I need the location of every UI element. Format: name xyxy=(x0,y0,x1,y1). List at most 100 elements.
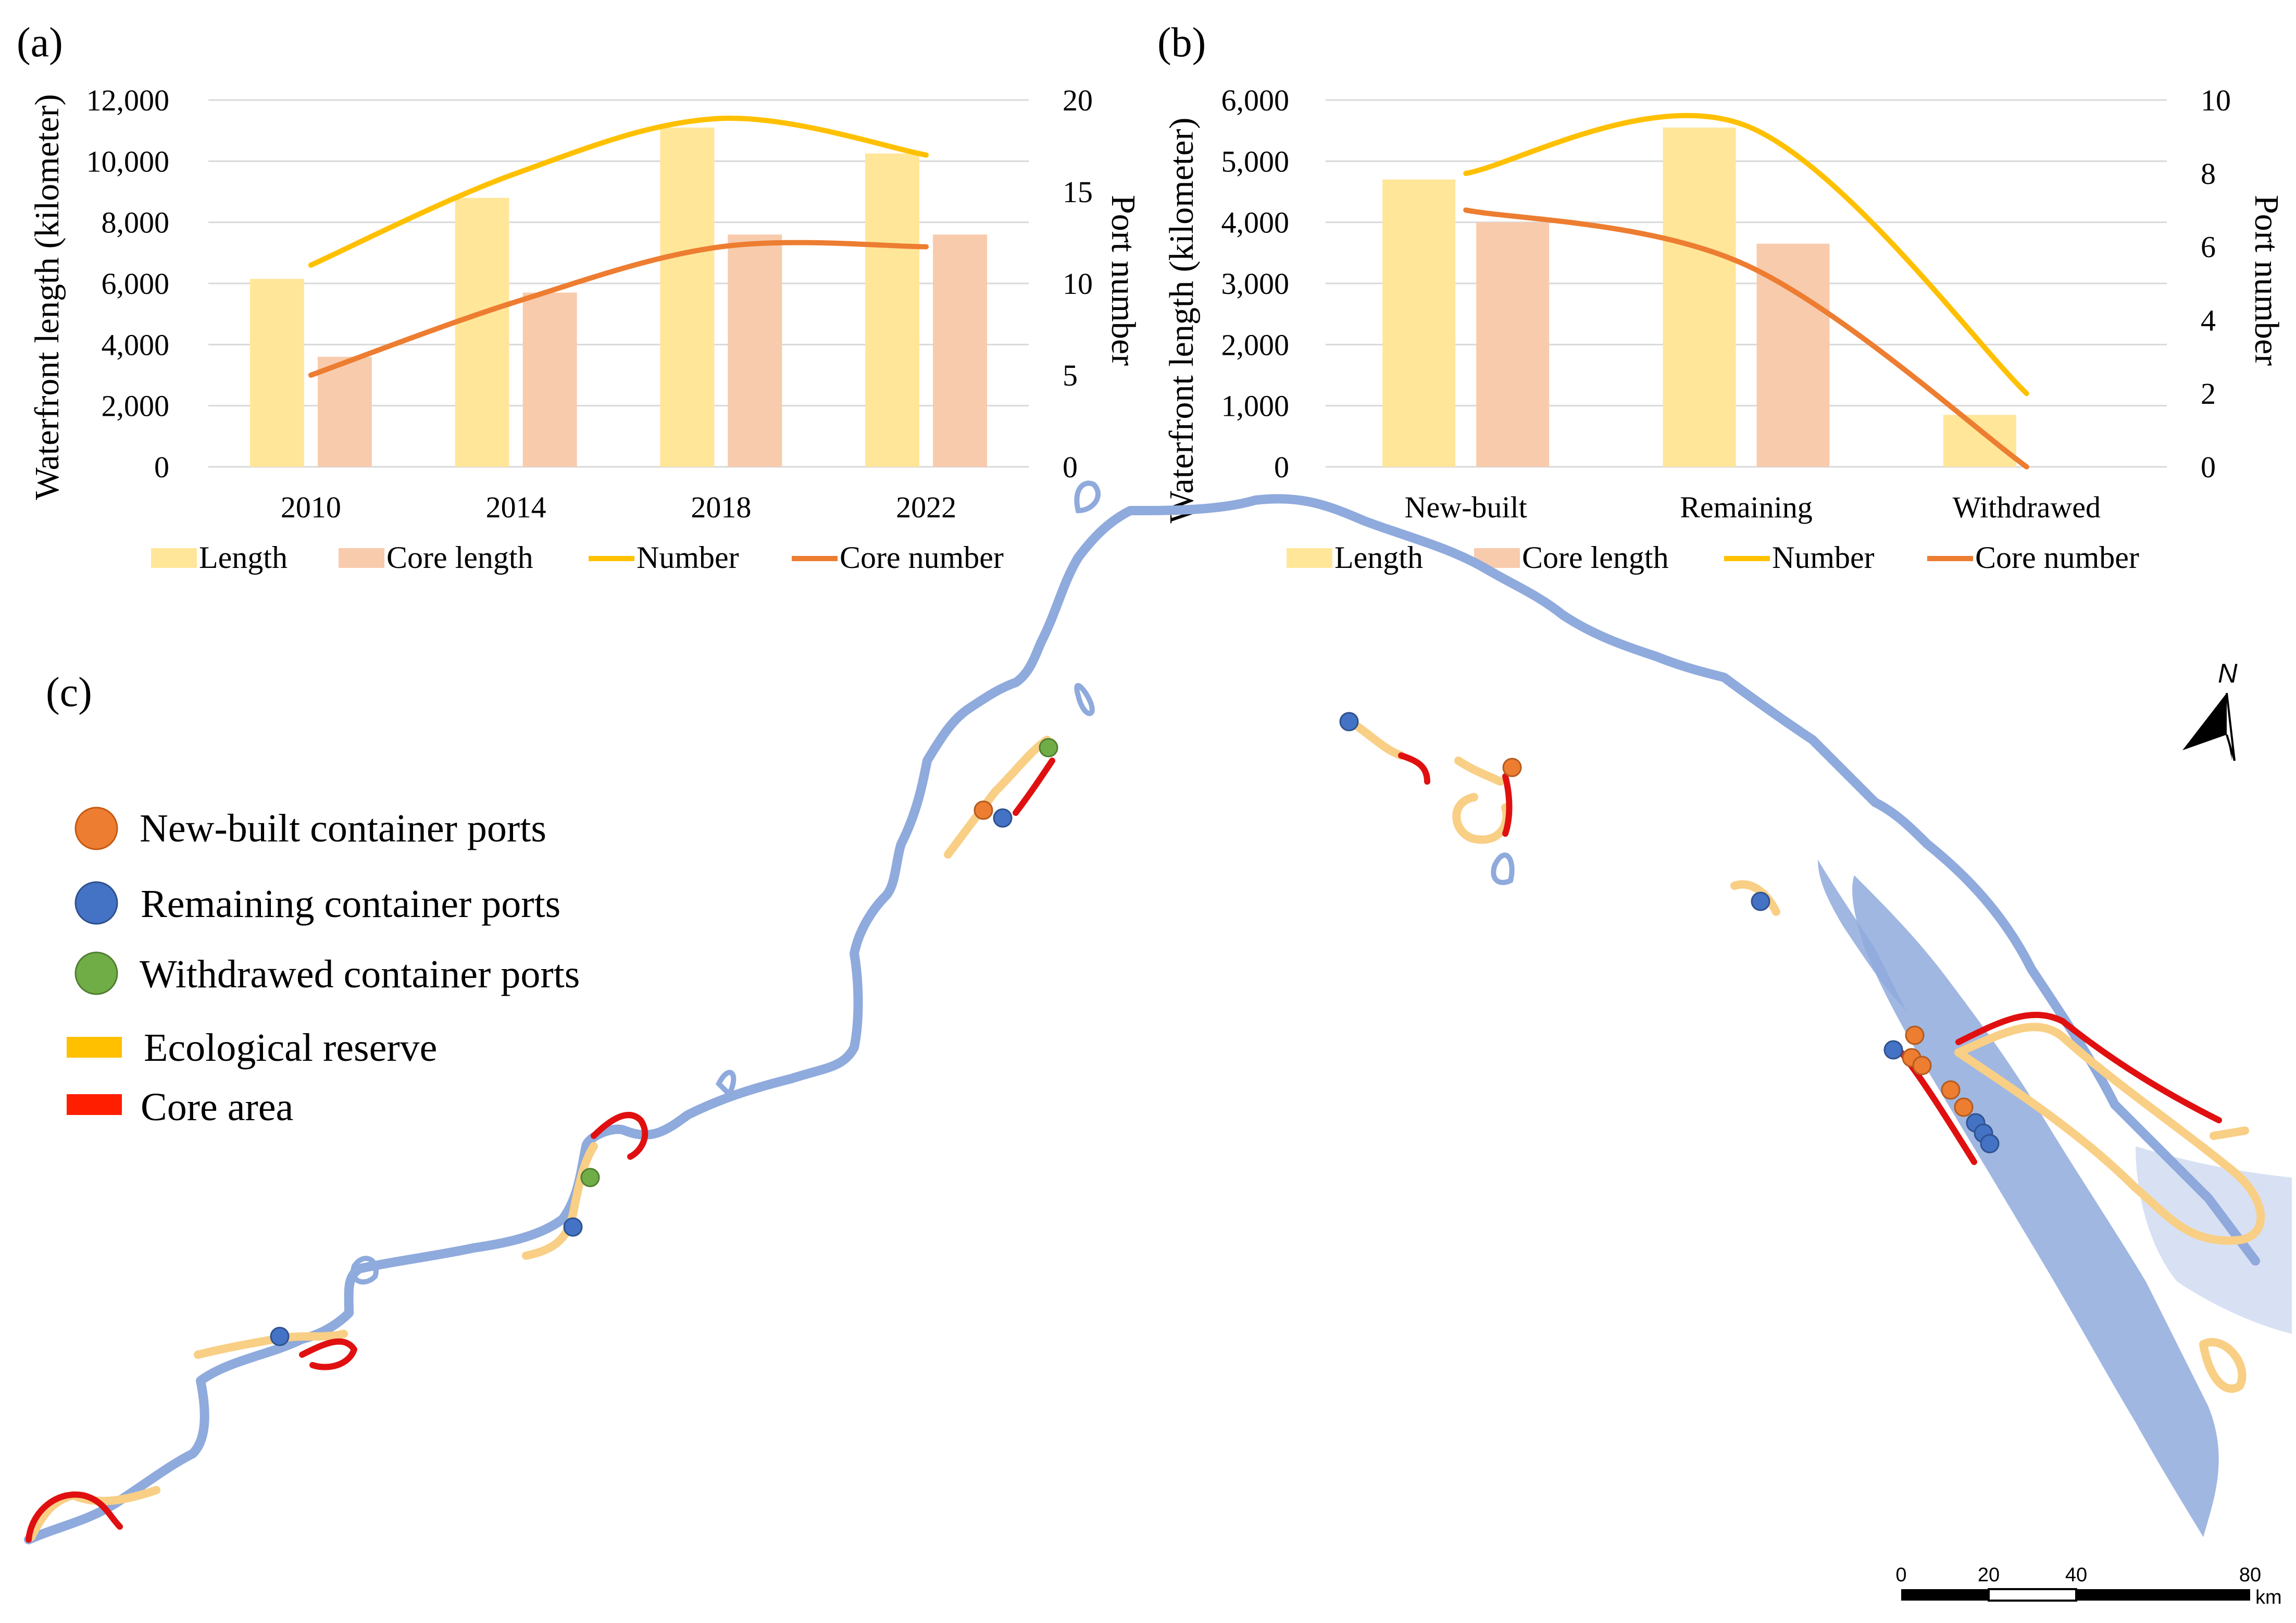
chart-a-x-tick-label: 2014 xyxy=(486,490,546,524)
scale-bar-segment-1 xyxy=(1901,1589,1989,1601)
chart-a-bar-length xyxy=(865,153,920,467)
chart-a-y2-tick-label: 15 xyxy=(1063,175,1093,209)
chart-b-gridlines xyxy=(1326,99,2167,468)
remaining-port-marker xyxy=(1980,1134,2000,1154)
new-built-port-marker xyxy=(1954,1097,1974,1117)
scale-bar: 0 20 40 80 km xyxy=(1895,1564,2281,1608)
scale-bar-segment-2 xyxy=(1988,1588,2077,1602)
chart-a-y2-tick-label: 0 xyxy=(1063,450,1078,484)
chart-a-y2-axis-title: Port number xyxy=(1104,195,1142,366)
eco-reserve-segment-4 xyxy=(944,736,1051,859)
chart-b-legend: Length Core length Number Core number xyxy=(1287,540,2139,575)
chart-b-legend-number-label: Number xyxy=(1772,540,1875,575)
chart-b-line-number xyxy=(1463,113,2029,397)
legend-core-area-label: Core area xyxy=(141,1085,293,1129)
chart-b-y2-tick-label: 0 xyxy=(2201,450,2216,484)
chart-a-y-tick-label: 2,000 xyxy=(102,389,170,423)
scale-tick-20: 20 xyxy=(1978,1564,2000,1586)
chart-a-y-tick-label: 0 xyxy=(154,450,169,484)
eco-reserve-loop-9 xyxy=(2199,1338,2247,1393)
chart-a-left-axis-ticks: 0 2,000 4,000 6,000 8,000 10,000 12,000 xyxy=(86,83,170,484)
chart-b-x-axis-ticks: New-built Remaining Withdrawed xyxy=(1405,490,2101,524)
eco-reserve-loop-6 xyxy=(1452,793,1511,844)
chart-a-y2-tick-label: 20 xyxy=(1063,83,1093,117)
chart-b-legend-length-swatch xyxy=(1287,548,1332,568)
chart-b-right-axis-ticks: 0 2 4 6 8 10 xyxy=(2201,83,2231,484)
core-area-segment-5 xyxy=(1398,752,1430,785)
chart-b-y-tick-label: 6,000 xyxy=(1221,83,1290,117)
new-built-port-marker xyxy=(974,800,993,820)
chart-a-lines xyxy=(308,115,929,378)
chart-a-x-tick-label: 2018 xyxy=(691,490,751,524)
remaining-port-marker xyxy=(563,1217,583,1237)
chart-a-bar-length xyxy=(249,279,304,467)
legend-remaining-symbol xyxy=(74,881,118,925)
withdrawed-port-marker xyxy=(1039,738,1058,758)
scale-unit: km xyxy=(2255,1587,2282,1608)
legend-withdrawed-label: Withdrawed container ports xyxy=(140,952,580,996)
legend-withdrawed-symbol xyxy=(74,951,118,995)
chart-a-line-number xyxy=(308,115,929,268)
eco-reserve-segment-3 xyxy=(522,1142,598,1260)
chart-b-legend-length-label: Length xyxy=(1334,540,1423,575)
chart-b-lines xyxy=(1463,113,2029,469)
chart-b-x-tick-label: New-built xyxy=(1405,490,1527,524)
legend-eco-reserve-symbol xyxy=(67,1037,122,1058)
chart-a-y2-tick-label: 10 xyxy=(1063,267,1093,301)
chart-b-x-tick-label: Remaining xyxy=(1680,490,1813,524)
eco-reserve-segment-5 xyxy=(1350,720,1504,786)
scale-tick-40: 40 xyxy=(2065,1564,2087,1586)
chart-b-y2-tick-label: 4 xyxy=(2201,303,2216,337)
river-loop-3 xyxy=(351,1256,379,1285)
chart-b-bar-length xyxy=(1663,127,1736,467)
chart-b-y2-axis-title: Port number xyxy=(2248,195,2286,366)
map-legend: New-built container ports Remaining cont… xyxy=(67,807,580,1129)
legend-remaining-label: Remaining container ports xyxy=(141,882,560,926)
chart-b-y-tick-label: 5,000 xyxy=(1221,144,1290,178)
core-area-segment-1 xyxy=(26,1491,123,1543)
chart-b-y-tick-label: 1,000 xyxy=(1221,389,1290,423)
chart-b-y2-tick-label: 2 xyxy=(2201,377,2216,411)
chart-b-y2-tick-label: 10 xyxy=(2201,83,2231,117)
chart-a-bars xyxy=(249,127,988,467)
chart-a-legend-core-length-swatch xyxy=(339,548,384,568)
panel-label-a: (a) xyxy=(17,20,63,66)
chart-a-x-tick-label: 2010 xyxy=(281,490,341,524)
river-main-channel xyxy=(24,494,2260,1544)
scale-tick-80: 80 xyxy=(2239,1564,2261,1586)
chart-a-y-tick-label: 8,000 xyxy=(102,206,170,240)
port-markers xyxy=(270,712,2000,1346)
chart-b: (b) 0 1,000 2,000 3,000 4,000 5,000 6,000 0 2 4 6… xyxy=(1157,20,2286,575)
chart-b-bar-length xyxy=(1382,179,1456,467)
remaining-port-marker xyxy=(993,808,1013,828)
chart-a-legend-core-number-label: Core number xyxy=(840,540,1004,575)
chart-a-line-core-number xyxy=(308,240,929,378)
river-loop-4 xyxy=(715,1070,737,1099)
chart-b-bar-length xyxy=(1943,415,2016,467)
panel-label-b: (b) xyxy=(1157,20,1206,66)
chart-b-bars xyxy=(1382,127,2016,467)
chart-b-line-core-number xyxy=(1463,207,2029,469)
new-built-port-marker xyxy=(1912,1056,1932,1075)
chart-a-y-axis-title: Waterfront length (kilometer) xyxy=(28,94,66,500)
chart-a-right-axis-ticks: 0 5 10 15 20 xyxy=(1063,83,1093,484)
chart-a-bar-length xyxy=(455,197,509,467)
chart-a: (a) 0 2,000 4,000 6,000 8,000 10,000 12,000 0 5… xyxy=(17,20,1142,575)
north-arrow-outline xyxy=(2226,692,2236,761)
chart-a-legend-length-label: Length xyxy=(199,540,288,575)
chart-a-legend-core-length-label: Core length xyxy=(386,540,533,575)
core-areas xyxy=(26,752,2222,1543)
chart-b-y-tick-label: 3,000 xyxy=(1221,267,1290,301)
withdrawed-port-marker xyxy=(580,1168,600,1187)
chart-b-legend-core-number-label: Core number xyxy=(1975,540,2139,575)
core-area-segment-6 xyxy=(1502,773,1513,837)
new-built-port-marker xyxy=(1502,758,1522,777)
remaining-port-marker xyxy=(1883,1040,1903,1060)
river-upper-estuary xyxy=(1818,860,1906,1011)
legend-eco-reserve-label: Ecological reserve xyxy=(144,1026,437,1070)
chart-a-y-tick-label: 6,000 xyxy=(102,267,170,301)
north-arrow: N xyxy=(2182,659,2238,761)
remaining-port-marker xyxy=(1751,891,1770,911)
chart-b-y2-tick-label: 6 xyxy=(2201,230,2216,264)
